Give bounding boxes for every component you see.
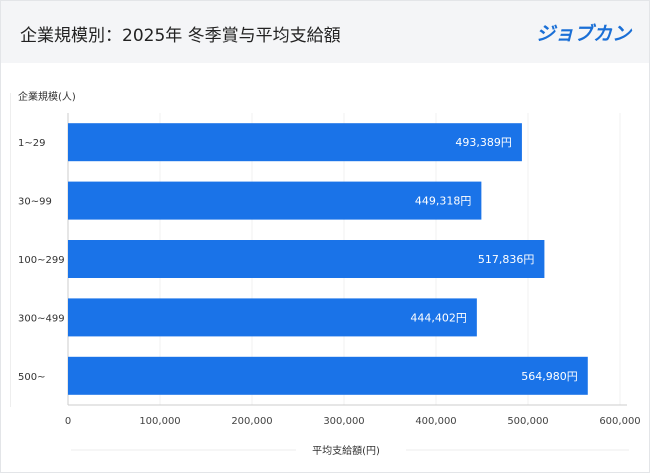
data-label: 449,318円	[415, 195, 472, 208]
data-label: 517,836円	[478, 253, 535, 266]
bar	[68, 356, 588, 395]
x-tick-label: 500,000	[507, 416, 548, 427]
page-title: 企業規模別：2025年 冬季賞与平均支給額	[20, 26, 341, 46]
x-tick-label: 300,000	[323, 416, 364, 427]
y-axis-label: 企業規模(人)	[18, 92, 76, 103]
data-label: 444,402円	[410, 311, 467, 324]
bar	[68, 240, 545, 278]
y-tick-label: 1~29	[18, 138, 45, 149]
x-tick-label: 0	[65, 416, 71, 427]
y-axis-rail	[10, 93, 11, 407]
x-tick-label: 400,000	[415, 416, 456, 427]
y-tick-label: 300~499	[18, 313, 65, 324]
y-tick-label: 100~299	[18, 255, 65, 266]
bar	[68, 181, 482, 220]
y-tick-label: 30~99	[18, 197, 52, 208]
bar	[68, 298, 477, 337]
x-axis-label: 平均支給額(円)	[312, 444, 380, 457]
y-tick-label: 500~	[18, 372, 45, 383]
x-tick-label: 100,000	[139, 416, 180, 427]
data-label: 564,980円	[521, 370, 578, 383]
bar	[68, 123, 522, 162]
header: 企業規模別：2025年 冬季賞与平均支給額 ジョブカン	[1, 1, 649, 63]
data-label: 493,389円	[455, 136, 512, 149]
x-tick-label: 600,000	[599, 416, 640, 427]
x-tick-label: 200,000	[231, 416, 272, 427]
jobcan-logo: ジョブカン	[535, 23, 631, 45]
